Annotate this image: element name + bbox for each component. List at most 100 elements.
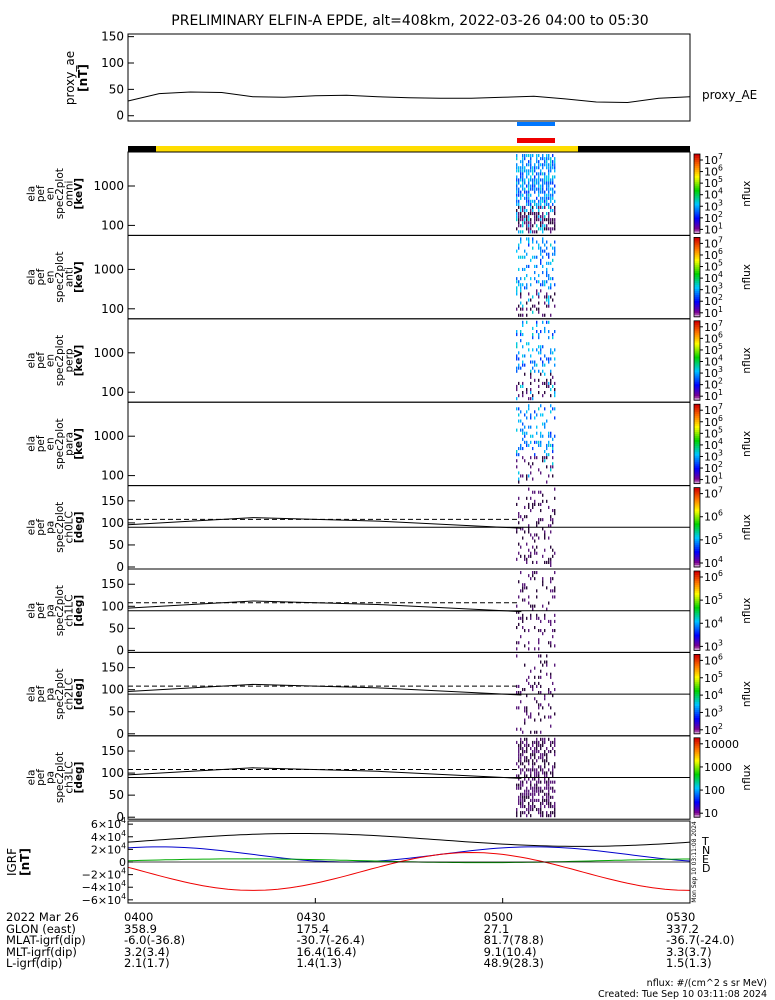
spectrogram-cell [538,703,540,707]
spectrogram-cell [534,163,536,167]
spectrogram-cell [518,515,520,519]
colorbar-cell [694,171,700,175]
spectrogram-cell [522,384,524,388]
spectrogram-cell [538,468,540,472]
spectrogram-cell [532,336,534,340]
spectrogram-cell [538,292,540,296]
colorbar-cell [694,533,700,536]
ytick-label: 1000 [93,429,124,443]
spectrogram-cell [548,601,550,605]
spectrogram-cell [528,190,530,194]
panel-ylabel: elapefenspec2plotperp[keV] [25,335,85,386]
spectrogram-cell [542,381,544,385]
spectrogram-cell [542,224,544,228]
spectrogram-cell [534,718,536,722]
spectrogram-cell [540,249,542,253]
spectrogram-cell [538,166,540,170]
spectrogram-cell [534,271,536,275]
spectrogram-cell [522,215,524,219]
spectrogram-cell [518,691,520,695]
footer-value: 2.1(1.7) [124,956,170,970]
spectrogram-cell [520,447,522,451]
spectrogram-cell [526,388,528,392]
spectrogram-cell [520,783,522,787]
colorbar-cell [694,664,700,667]
spectrogram-cell [546,292,548,296]
spectrogram-cell [542,518,544,522]
spectrogram-cell [520,184,522,188]
spectrogram-cell [542,218,544,222]
spectrogram-cell [520,410,522,414]
spectrogram-cell [520,801,522,805]
spectrogram-cell [528,530,530,534]
colorbar-cell [694,503,700,507]
spectrogram-cell [518,759,520,763]
spectrogram-cell [520,792,522,796]
spectrogram-cell [550,811,552,815]
spectrogram-cell [542,240,544,244]
spectrogram-cell [550,199,552,203]
spectrogram-cell [534,212,536,216]
spectrogram-cell [534,169,536,173]
spectrogram-cell [532,789,534,793]
spectrogram-cell [520,571,522,575]
spectrogram-cell [530,298,532,302]
colorbar-tick-label: 103 [704,365,723,380]
colorbar-cell [694,314,700,318]
colorbar-cell [694,765,700,769]
spectrogram-cell [548,277,550,281]
spectrogram-cell [538,629,540,633]
colorbar-cell [694,715,700,719]
spectrogram-cell [532,801,534,805]
spectrogram-cell [522,474,524,478]
spectrogram-cell [540,789,542,793]
spectrogram-cell [532,181,534,185]
spectrogram-cell [544,805,546,809]
spectrogram-cell [548,443,550,447]
spectrogram-cell [528,184,530,188]
spectrogram-cell [528,715,530,719]
spectrogram-cell [538,307,540,311]
spectrogram-cell [542,163,544,167]
colorbar-cell [694,662,700,665]
spectrogram-cell [554,586,556,590]
spectrogram-cell [548,357,550,361]
spectrogram-cell [516,218,518,222]
spectrogram-cell [520,224,522,228]
spectrogram-cell [540,184,542,188]
spectrogram-cell [554,814,556,818]
spectrogram-cell [550,205,552,209]
spectrogram-cell [554,811,556,815]
spectrogram-cell [546,465,548,469]
spectrogram-cell [534,789,536,793]
colorbar-cell [694,187,700,191]
spectrogram-cell [530,224,532,228]
spectrogram-cell [522,431,524,435]
spectrogram-cell [540,675,542,679]
colorbar-cell [694,428,700,431]
spectrogram-cell [530,221,532,225]
spectrogram-cell [534,264,536,268]
footer-value: 81.7(78.8) [483,933,544,947]
spectrogram-cell [518,283,520,287]
spectrogram-cell [550,209,552,213]
spectrogram-cell [516,641,518,645]
spectrogram-cell [554,169,556,173]
colorbar-tick-label: 103 [704,198,723,213]
colorbar-cell [694,426,700,429]
colorbar-label: nflux [741,514,753,540]
spectrogram-cell [542,811,544,815]
spectrogram-cell [544,218,546,222]
spectrogram-cell [518,512,520,516]
spectrogram-cell [548,688,550,692]
spectrogram-cell [516,280,518,284]
spectrogram-cell [534,499,536,503]
spectrogram-cell [536,425,538,429]
spectrogram-cell [540,518,542,522]
spectrogram-cell [530,798,532,802]
proxy-ae-series [127,91,691,104]
spectrogram-cell [538,750,540,754]
spectrogram-cell [536,166,538,170]
status-bar-red [517,138,555,143]
colorbar-tick-label: 106 [704,509,723,524]
